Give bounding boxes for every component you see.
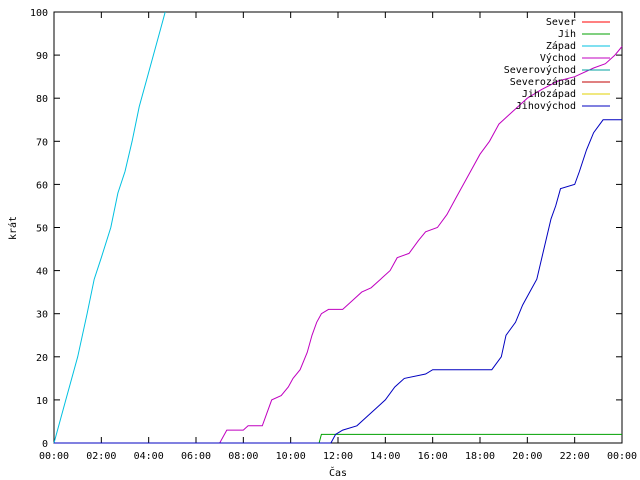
y-tick-label: 10 <box>36 396 48 407</box>
x-tick-label: 20:00 <box>512 451 542 462</box>
series-line-Východ <box>54 46 623 444</box>
y-tick-label: 40 <box>36 267 48 278</box>
legend-label: Jihozápad <box>522 88 576 100</box>
x-tick-label: 14:00 <box>370 451 400 462</box>
x-tick-label: 00:00 <box>607 451 637 462</box>
y-tick-label: 0 <box>42 439 48 450</box>
series-line-Západ <box>53 11 166 444</box>
x-tick-label: 10:00 <box>276 451 306 462</box>
legend-label: Západ <box>546 40 576 52</box>
legend-label: Jihovýchod <box>516 100 576 112</box>
series-line-Jihovýchod <box>54 119 622 444</box>
x-tick-label: 02:00 <box>86 451 116 462</box>
legend-label: Severovýchod <box>504 64 576 76</box>
x-tick-label: 00:00 <box>39 451 69 462</box>
y-axis-title: krát <box>7 216 19 240</box>
y-axis: 0 10 20 30 40 50 60 70 80 90 100 <box>30 8 622 450</box>
legend-label: Sever <box>546 17 576 28</box>
x-axis-title: Čas <box>329 466 347 479</box>
y-tick-label: 50 <box>36 224 48 235</box>
y-tick-label: 20 <box>36 353 48 364</box>
x-axis: 00:00 02:00 04:00 06:00 08:00 10:00 12:00 14:00… <box>39 12 637 462</box>
x-tick-label: 06:00 <box>181 451 211 462</box>
y-tick-label: 100 <box>30 8 48 19</box>
series-layer <box>53 11 623 444</box>
y-tick-label: 60 <box>36 180 48 191</box>
x-tick-label: 18:00 <box>465 451 495 462</box>
y-tick-label: 80 <box>36 94 48 105</box>
legend: SeverJihZápadVýchodSeverovýchodSeverozáp… <box>504 17 610 112</box>
legend-label: Východ <box>540 52 576 64</box>
x-tick-label: 22:00 <box>560 451 590 462</box>
y-tick-label: 90 <box>36 51 48 62</box>
x-tick-label: 04:00 <box>134 451 164 462</box>
legend-label: Jih <box>558 29 576 40</box>
x-tick-label: 08:00 <box>228 451 258 462</box>
x-tick-label: 16:00 <box>418 451 448 462</box>
y-tick-label: 70 <box>36 137 48 148</box>
x-tick-label: 12:00 <box>323 451 353 462</box>
y-tick-label: 30 <box>36 310 48 321</box>
legend-label: Severozápad <box>510 76 576 88</box>
